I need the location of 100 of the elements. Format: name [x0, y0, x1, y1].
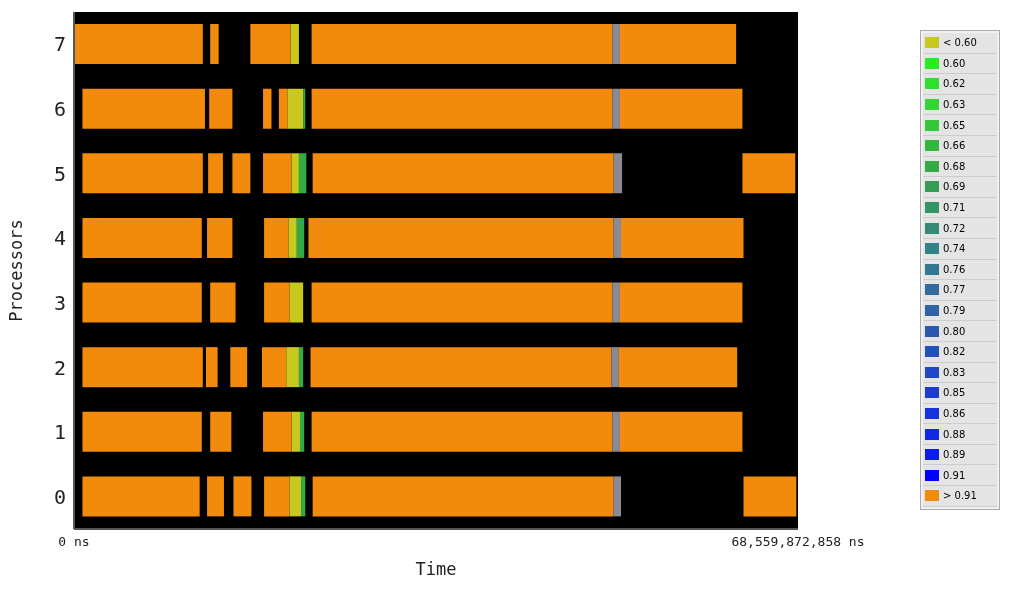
legend-label: 0.79 [943, 305, 966, 317]
legend-label: 0.68 [943, 160, 966, 172]
bar [612, 24, 620, 64]
bar [82, 153, 203, 194]
bar [619, 24, 737, 64]
bar [291, 153, 299, 194]
y-tick-label: 6 [53, 97, 66, 122]
legend-label: 0.80 [943, 325, 966, 337]
legend-label: 0.91 [943, 469, 966, 481]
legend-label: 0.74 [943, 243, 966, 255]
bar [311, 88, 613, 129]
bar [264, 217, 289, 258]
bar [230, 347, 248, 388]
x-tick-label: 68,559,872,858 ns [731, 534, 865, 550]
legend-label: 0.66 [943, 140, 966, 152]
y-axis-title: Processors [6, 219, 27, 322]
bar [613, 217, 622, 258]
legend-label: 0.89 [943, 449, 966, 461]
legend-label: 0.72 [943, 222, 966, 234]
x-axis-title: Time [415, 559, 457, 579]
legend-label: 0.77 [943, 284, 966, 296]
bar [207, 476, 224, 517]
bar [206, 347, 218, 388]
y-tick-label: 5 [53, 161, 66, 186]
bar [74, 24, 203, 64]
bar [288, 217, 297, 258]
bar [261, 347, 287, 388]
bar [619, 88, 743, 129]
legend-label: 0.76 [943, 263, 966, 275]
bar [289, 282, 304, 323]
bar [611, 347, 619, 388]
bar [298, 347, 304, 388]
bar [743, 476, 797, 517]
bar [207, 217, 233, 258]
legend-label: 0.85 [943, 387, 966, 399]
bar [311, 24, 613, 64]
legend-label: 0.86 [943, 407, 966, 419]
y-tick-label: 4 [53, 226, 66, 251]
bar [208, 153, 223, 194]
bar [232, 153, 251, 194]
bar [613, 153, 623, 194]
bar [210, 411, 232, 452]
bar [82, 88, 205, 129]
bar [82, 282, 202, 323]
bar [303, 88, 306, 129]
y-tick-label: 3 [53, 290, 66, 315]
legend-label: 0.69 [943, 181, 966, 193]
bar [612, 88, 620, 129]
legend-label: 0.62 [943, 78, 966, 90]
x-tick-label: 0 ns [58, 534, 90, 550]
bar [209, 88, 233, 129]
legend-label: 0.60 [943, 57, 966, 69]
bar [298, 153, 307, 194]
bar [619, 411, 743, 452]
bar [263, 88, 272, 129]
bar [311, 411, 613, 452]
bar [210, 282, 236, 323]
legend-label: 0.65 [943, 119, 966, 131]
bar [82, 217, 202, 258]
bar [290, 24, 299, 64]
bar [289, 476, 302, 517]
bar [312, 476, 614, 517]
bar [278, 88, 288, 129]
bar [82, 411, 202, 452]
bar [263, 153, 292, 194]
y-tick-label: 7 [53, 32, 66, 57]
bar [308, 217, 614, 258]
bar [619, 282, 743, 323]
bar [612, 282, 620, 323]
bar [250, 24, 291, 64]
bar [263, 411, 292, 452]
bar [301, 476, 306, 517]
bar [612, 411, 620, 452]
bar [310, 347, 612, 388]
y-tick-label: 1 [53, 420, 66, 445]
bar [287, 88, 304, 129]
legend-label: 0.71 [943, 202, 966, 214]
bar [82, 476, 200, 517]
bar [312, 153, 614, 194]
legend-label: 0.83 [943, 366, 966, 378]
bar [82, 347, 203, 388]
bar [291, 411, 300, 452]
legend-label: < 0.60 [943, 37, 977, 49]
bar [264, 282, 290, 323]
bar [618, 347, 738, 388]
bar [210, 24, 219, 64]
y-tick-label: 2 [53, 355, 66, 380]
bar [286, 347, 299, 388]
bar [613, 476, 622, 517]
legend-label: 0.82 [943, 346, 966, 358]
bar [296, 217, 305, 258]
legend-label: 0.88 [943, 428, 966, 440]
legend-label: 0.63 [943, 99, 966, 111]
y-tick-label: 0 [53, 484, 66, 509]
bar [233, 476, 252, 517]
bar [311, 282, 613, 323]
bar [621, 217, 744, 258]
bar [299, 411, 305, 452]
bar [742, 153, 796, 194]
bar [264, 476, 290, 517]
